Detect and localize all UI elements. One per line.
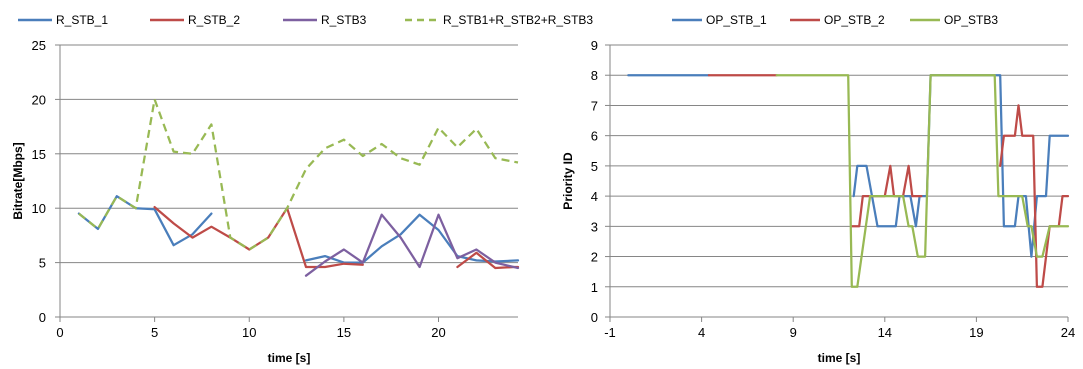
legend-label: OP_STB_1 [706,13,767,27]
x-tick-label: 15 [337,325,351,340]
x-axis-title: time [s] [268,351,311,365]
legend-label: R_STB_1 [56,13,108,27]
series-line-op-stb3 [775,74,1070,288]
series-line-r-stb-1 [77,195,520,264]
legend-label: OP_STB3 [944,13,998,27]
priority-id-chart: 0 1 2 3 4 5 6 7 8 9 -1 4 9 14 19 24 time [s] Priority ID O… [561,13,1075,365]
y-tick-label: 1 [591,280,598,295]
y-tick-label: 0 [591,310,598,325]
y-tick-label: 3 [591,219,598,234]
series-line-op-stb-2 [707,74,1070,288]
y-tick-label: 8 [591,68,598,83]
legend-label: R_STB_2 [188,13,240,27]
y-tick-label: 15 [32,147,46,162]
y-tick-label: 2 [591,250,598,265]
legend-item: R_STB1+R_STB2+R_STB3 [405,13,593,27]
legend-label: R_STB1+R_STB2+R_STB3 [443,13,593,27]
legend-label: R_STB3 [321,13,367,27]
y-tick-label: 7 [591,98,598,113]
y-tick-label: 10 [32,201,46,216]
legend-label: OP_STB_2 [824,13,885,27]
x-tick-label: 20 [431,325,445,340]
y-tick-label: 25 [32,38,46,53]
series-line-r-stb1-r-stb2-r-stb3 [78,98,519,251]
y-axis-title: Bitrate[Mbps] [11,142,25,219]
legend-item: R_STB3 [283,13,367,27]
legend-item: OP_STB_1 [672,13,767,27]
y-tick-label: 5 [591,159,598,174]
x-tick-label: 4 [698,325,705,340]
x-tick-label: -1 [604,325,616,340]
y-axis-title: Priority ID [561,152,575,210]
y-tick-label: 6 [591,129,598,144]
x-tick-label: 0 [56,325,63,340]
legend-item: OP_STB3 [910,13,998,27]
y-tick-label: 9 [591,38,598,53]
x-tick-label: 5 [151,325,158,340]
y-tick-label: 0 [39,310,46,325]
legend-item: R_STB_2 [150,13,240,27]
legend-item: R_STB_1 [18,13,108,27]
bitrate-chart: 0 5 10 15 20 25 0 5 10 15 20 time [s] Bitrate[Mbps] R… [11,13,593,365]
series-line-r-stb3 [304,213,520,277]
x-axis-title: time [s] [818,351,861,365]
x-tick-label: 19 [969,325,983,340]
x-tick-label: 14 [878,325,892,340]
legend-item: OP_STB_2 [790,13,885,27]
x-tick-label: 24 [1061,325,1075,340]
x-tick-label: 10 [242,325,256,340]
y-tick-label: 20 [32,92,46,107]
x-tick-label: 9 [790,325,797,340]
y-tick-label: 5 [39,256,46,271]
y-tick-label: 4 [591,189,598,204]
